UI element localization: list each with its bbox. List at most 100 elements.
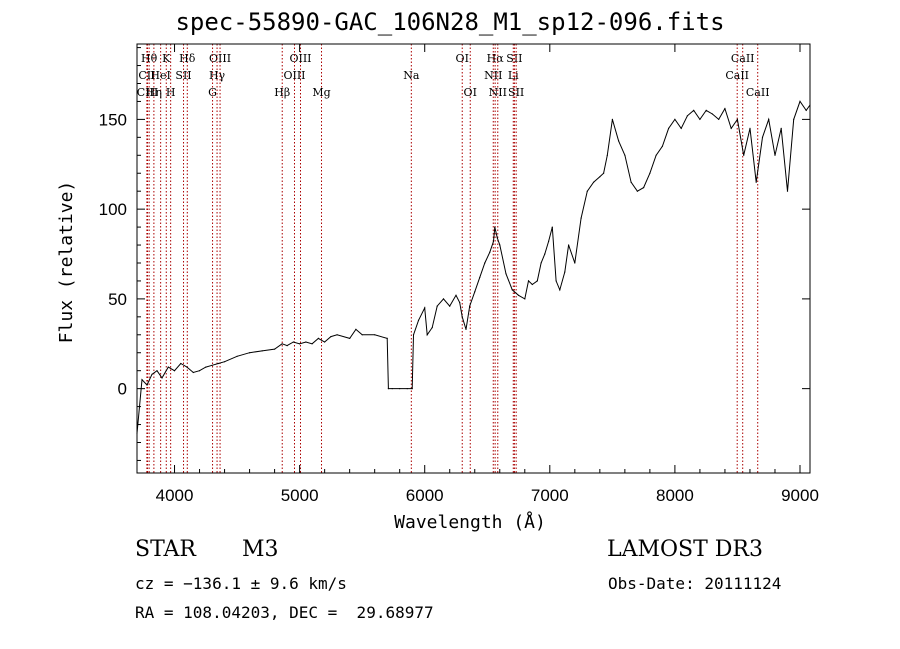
data-point-26 <box>317 337 319 339</box>
data-point-81 <box>603 172 605 174</box>
line-label-18: OI <box>464 86 477 99</box>
line-label-21: NII <box>484 69 502 82</box>
data-point-111 <box>786 190 789 192</box>
data-point-96 <box>693 109 695 111</box>
x-tick-label-5000: 5000 <box>281 486 319 505</box>
data-point-34 <box>386 337 388 339</box>
data-point-46 <box>442 298 445 300</box>
data-point-76 <box>574 262 576 264</box>
data-point-23 <box>299 343 301 345</box>
line-label-5: Hη <box>146 86 162 99</box>
plot-frame <box>136 43 811 474</box>
line-label-4: HeI <box>150 69 170 82</box>
line-label-27: CaII <box>746 86 770 99</box>
x-tick-label-8000: 8000 <box>656 486 694 505</box>
line-label-0: Hθ <box>141 52 158 65</box>
data-point-10 <box>192 371 194 374</box>
data-point-36 <box>391 388 393 390</box>
line-label-26: CaII <box>725 69 749 82</box>
object-subclass: M3 <box>242 537 279 562</box>
line-label-8: SII <box>175 69 191 82</box>
line-label-11: G <box>208 86 217 99</box>
data-point-14 <box>217 362 219 365</box>
data-point-93 <box>674 118 676 120</box>
x-tick-label-9000: 9000 <box>781 486 819 505</box>
data-point-56 <box>489 251 491 253</box>
data-point-92 <box>668 127 670 129</box>
data-point-59 <box>496 237 498 239</box>
data-point-74 <box>564 271 566 273</box>
data-point-17 <box>249 352 251 354</box>
data-point-109 <box>774 154 776 156</box>
data-point-69 <box>544 253 546 255</box>
survey-name: LAMOST DR3 <box>607 537 763 562</box>
series-line-flux <box>136 100 811 434</box>
data-point-24 <box>305 341 307 343</box>
data-point-43 <box>426 334 428 336</box>
data-point-60 <box>499 244 501 246</box>
x-axis-label: Wavelength (Å) <box>394 511 546 533</box>
data-point-35 <box>387 388 389 390</box>
line-label-12: OIII <box>289 52 311 65</box>
data-point-106 <box>755 181 757 183</box>
data-point-104 <box>743 154 745 156</box>
data-point-8 <box>180 362 182 365</box>
data-point-29 <box>336 334 338 336</box>
data-point-77 <box>580 217 582 219</box>
data-point-11 <box>198 370 201 372</box>
data-point-113 <box>799 100 801 102</box>
data-point-71 <box>551 226 553 228</box>
data-point-37 <box>399 388 401 390</box>
data-point-88 <box>643 187 645 189</box>
data-point-62 <box>511 289 513 291</box>
y-tick-label-50: 50 <box>108 290 127 309</box>
line-label-6: H <box>166 86 176 99</box>
data-point-47 <box>449 305 451 307</box>
y-tick-label-100: 100 <box>99 200 127 219</box>
line-label-22: Li <box>508 69 519 82</box>
data-point-39 <box>411 388 413 390</box>
line-label-1: CII <box>138 69 155 82</box>
line-label-2: CIII <box>137 86 158 99</box>
line-label-15: Mg <box>312 86 330 99</box>
data-point-94 <box>680 127 682 129</box>
data-point-91 <box>661 145 664 147</box>
data-point-105 <box>749 127 751 129</box>
data-point-32 <box>361 334 363 336</box>
line-label-19: Hα <box>487 52 505 65</box>
line-label-25: CaII <box>731 52 755 65</box>
data-point-28 <box>330 336 332 338</box>
data-point-44 <box>431 327 433 329</box>
data-point-85 <box>624 154 626 156</box>
data-point-72 <box>555 280 557 282</box>
y-tick-label-0: 0 <box>118 380 127 399</box>
data-point-25 <box>311 343 313 345</box>
data-point-19 <box>274 348 276 350</box>
data-point-3 <box>151 373 153 375</box>
data-point-53 <box>474 291 476 293</box>
data-point-2 <box>146 384 148 386</box>
data-point-68 <box>540 262 542 264</box>
data-point-102 <box>730 127 732 129</box>
data-point-103 <box>736 118 739 120</box>
data-point-30 <box>349 337 351 339</box>
y-tick-label-150: 150 <box>99 110 127 129</box>
data-point-78 <box>586 190 588 192</box>
data-point-70 <box>548 240 550 242</box>
data-point-100 <box>718 118 720 120</box>
data-point-22 <box>292 341 294 343</box>
data-point-114 <box>805 109 807 111</box>
data-point-67 <box>536 280 538 282</box>
data-point-57 <box>492 240 495 242</box>
data-point-112 <box>793 118 795 120</box>
data-point-13 <box>211 364 213 366</box>
object-class: STAR <box>135 537 196 562</box>
data-point-21 <box>286 345 288 347</box>
line-label-3: K <box>162 52 171 65</box>
x-tick-label-4000: 4000 <box>156 486 194 505</box>
data-point-82 <box>606 154 608 156</box>
data-point-61 <box>505 273 507 275</box>
spectrum-series <box>136 100 811 435</box>
data-point-73 <box>559 289 561 291</box>
